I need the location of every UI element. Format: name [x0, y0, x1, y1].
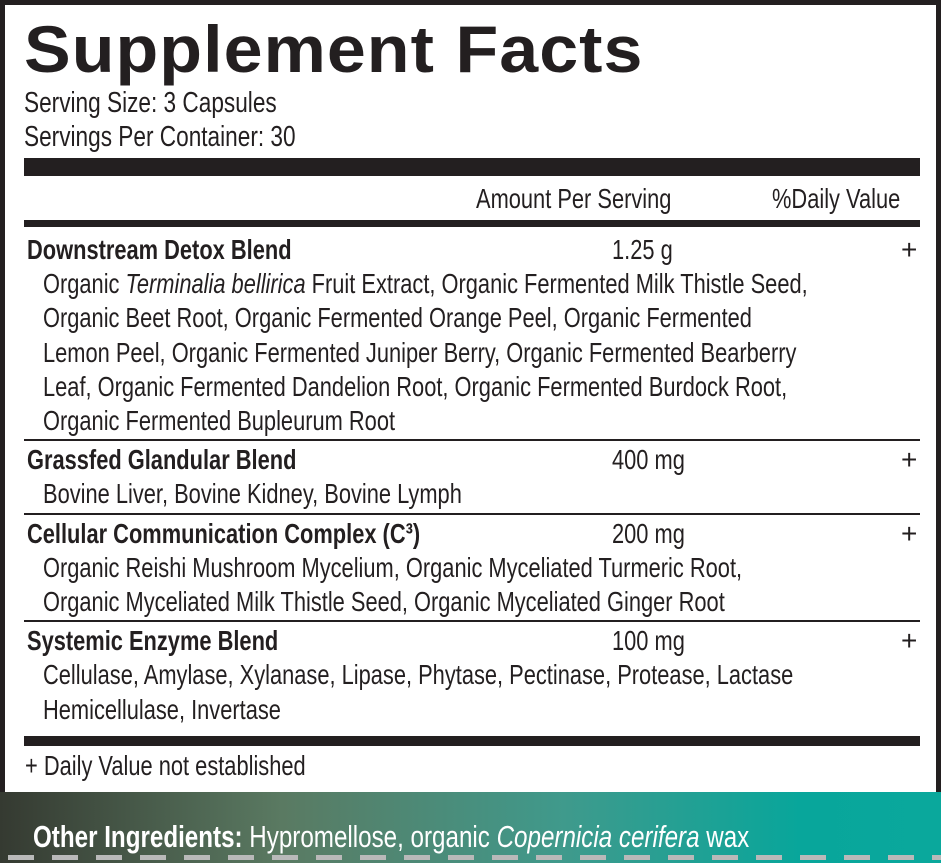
ingredient-text: Organic Beet Root, Organic Fermented Ora…: [43, 302, 752, 334]
panel-title: Supplement Facts: [24, 12, 644, 86]
other-ingredients-text: Hypromellose, organic: [242, 819, 497, 854]
other-ingredients-italic: Copernicia cerifera: [496, 819, 700, 854]
ingredient-line: Leaf, Organic Fermented Dandelion Root, …: [43, 371, 787, 403]
blend-amount: 1.25 g: [612, 234, 673, 265]
ingredient-line: Organic Myceliated Milk Thistle Seed, Or…: [43, 586, 725, 618]
ingredient-text: Fruit Extract, Organic Fermented Milk Th…: [305, 268, 808, 300]
ingredient-line: Hemicellulase, Invertase: [43, 694, 281, 726]
botanical-name: Terminalia bellirica: [125, 268, 306, 300]
ingredient-text: Organic: [43, 268, 126, 300]
ingredient-text: Bovine Liver, Bovine Kidney, Bovine Lymp…: [43, 478, 462, 510]
ingredient-line: Organic Reishi Mushroom Mycelium, Organi…: [43, 552, 742, 584]
ingredient-text: Organic Myceliated Milk Thistle Seed, Or…: [43, 586, 725, 617]
blend-amount: 100 mg: [612, 625, 685, 657]
daily-value-mark: +: [901, 625, 918, 657]
row-divider: [24, 439, 920, 442]
ingredient-line: Organic Fermented Bupleurum Root: [43, 405, 395, 437]
daily-value-mark: +: [901, 234, 918, 265]
blend-name: Downstream Detox Blend: [27, 234, 292, 265]
ingredient-line: Lemon Peel, Organic Fermented Juniper Be…: [43, 337, 796, 369]
blend-amount: 200 mg: [612, 517, 685, 549]
blend-name: Cellular Communication Complex (C³): [27, 517, 421, 549]
thick-divider: [24, 158, 920, 176]
ingredient-line: Organic Terminalia bellirica Fruit Extra…: [43, 268, 808, 300]
ingredient-line: Organic Beet Root, Organic Fermented Ora…: [43, 302, 752, 334]
dashed-line: [8, 855, 941, 860]
footnote: + Daily Value not established: [25, 750, 306, 781]
amount-header: Amount Per Serving: [476, 183, 672, 214]
servings-per-container: Servings Per Container: 30: [24, 121, 296, 153]
blend-name: Systemic Enzyme Blend: [27, 625, 279, 657]
other-ingredients: Other Ingredients: Hypromellose, organic…: [33, 819, 749, 855]
daily-value-header: %Daily Value: [772, 183, 901, 214]
row-divider: [24, 620, 920, 623]
daily-value-mark: +: [901, 517, 918, 549]
ingredient-text: Hemicellulase, Invertase: [43, 693, 281, 725]
blend-amount: 400 mg: [612, 444, 685, 476]
other-ingredients-label: Other Ingredients:: [33, 819, 243, 854]
ingredient-text: Cellulase, Amylase, Xylanase, Lipase, Ph…: [43, 659, 794, 691]
row-divider: [24, 512, 920, 515]
other-ingredients-band: Other Ingredients: Hypromellose, organic…: [0, 792, 941, 863]
ingredient-text: Leaf, Organic Fermented Dandelion Root, …: [43, 370, 788, 402]
bottom-divider: [24, 736, 920, 746]
other-ingredients-text-end: wax: [699, 819, 750, 854]
serving-size: Serving Size: 3 Capsules: [24, 87, 277, 119]
medium-divider: [24, 220, 920, 227]
ingredient-line: Cellulase, Amylase, Xylanase, Lipase, Ph…: [43, 659, 793, 691]
blend-name: Grassfed Glandular Blend: [27, 444, 297, 476]
supplement-facts-panel: Supplement Facts Serving Size: 3 Capsule…: [5, 5, 936, 792]
ingredient-text: Lemon Peel, Organic Fermented Juniper Be…: [43, 336, 797, 368]
ingredient-text: Organic Fermented Bupleurum Root: [43, 405, 396, 436]
daily-value-mark: +: [901, 444, 918, 476]
ingredient-line: Bovine Liver, Bovine Kidney, Bovine Lymp…: [43, 478, 462, 510]
ingredient-text: Organic Reishi Mushroom Mycelium, Organi…: [43, 551, 743, 583]
